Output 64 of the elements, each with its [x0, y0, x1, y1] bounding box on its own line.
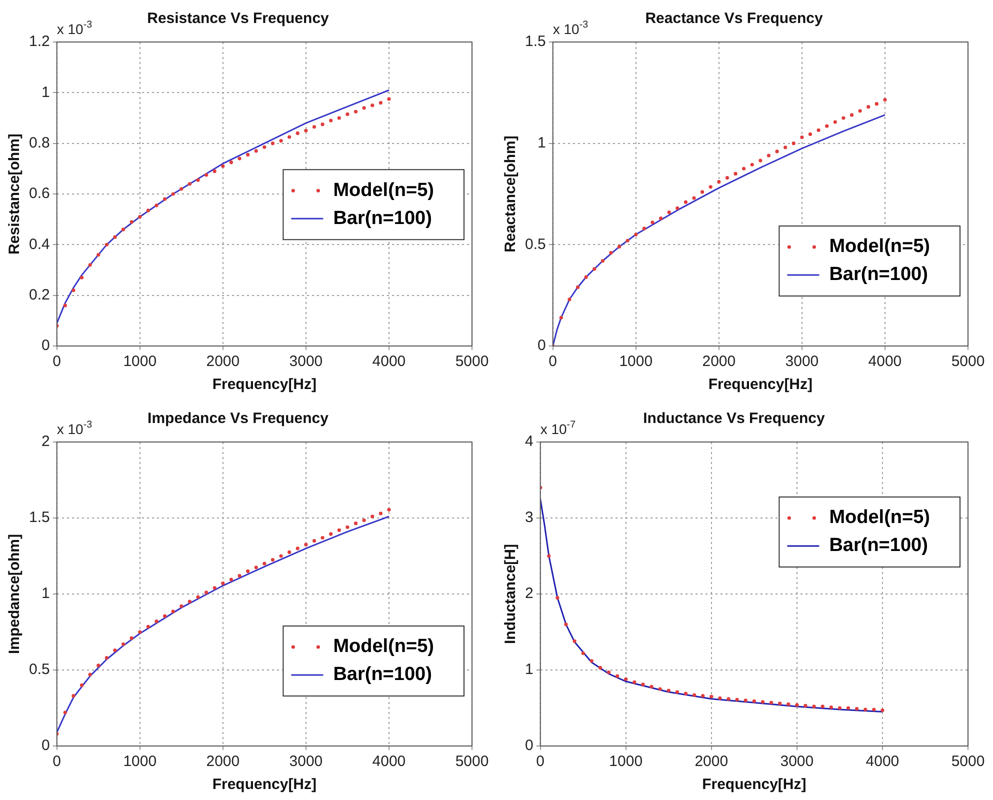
x-tick-label: 3000 — [785, 353, 819, 370]
x-tick-label: 5000 — [951, 753, 985, 770]
legend-label: Model(n=5) — [829, 507, 930, 528]
x-tick-label: 2000 — [702, 353, 736, 370]
x-axis-title: Frequency[Hz] — [212, 776, 317, 794]
x-axis-title: Frequency[Hz] — [702, 776, 806, 794]
y-tick-label: 1.2 — [28, 33, 50, 50]
y-tick-label: 0.5 — [524, 236, 546, 253]
x-tick-label: 0 — [52, 753, 62, 770]
legend-label: Bar(n=100) — [829, 264, 928, 286]
x-tick-label: 4000 — [372, 753, 406, 770]
x-tick-label: 2000 — [206, 353, 240, 370]
legend-label: Bar(n=100) — [829, 535, 928, 556]
x-tick-label: 4000 — [868, 353, 902, 370]
legend-label: Bar(n=100) — [333, 208, 432, 229]
y-tick-label: 0.8 — [28, 134, 50, 152]
y-tick-label: 1 — [525, 661, 534, 678]
y-axis-title: Resistance[ohm] — [6, 134, 24, 254]
y-tick-label: 0.2 — [28, 286, 50, 304]
y-tick-label: 2 — [42, 433, 50, 450]
y-tick-label: 1.5 — [524, 33, 546, 50]
y-tick-label: 0 — [42, 737, 50, 754]
x-tick-label: 5000 — [951, 353, 985, 370]
x-tick-label: 2000 — [694, 753, 728, 770]
y-axis-title: Reactance[ohm] — [502, 136, 520, 252]
x-tick-label: 2000 — [206, 753, 240, 770]
x-tick-label: 5000 — [455, 353, 489, 370]
y-tick-label: 4 — [525, 433, 534, 450]
y-tick-label: 1 — [538, 134, 546, 152]
y-tick-label: 1 — [42, 585, 50, 602]
x-tick-label: 1000 — [619, 353, 653, 370]
legend-label: Model(n=5) — [333, 180, 434, 201]
x-axis-title: Frequency[Hz] — [708, 376, 813, 394]
y-tick-label: 0 — [42, 337, 50, 354]
y-tick-label: 3 — [525, 509, 534, 526]
y-tick-label: 0.6 — [28, 185, 50, 202]
x-axis-title: Frequency[Hz] — [212, 376, 317, 394]
chart-title: Resistance Vs Frequency — [147, 10, 330, 28]
y-tick-label: 2 — [525, 585, 534, 602]
x-tick-label: 0 — [548, 353, 558, 370]
y-tick-label: 1.5 — [28, 509, 50, 526]
y-tick-label: 0.4 — [28, 236, 50, 253]
y-tick-label: 0 — [538, 337, 546, 354]
legend-label: Bar(n=100) — [333, 664, 432, 686]
x-tick-label: 1000 — [123, 753, 157, 770]
x-tick-label: 3000 — [289, 753, 323, 770]
legend-label: Model(n=5) — [333, 636, 434, 658]
x-tick-label: 1000 — [609, 753, 643, 770]
y-tick-label: 1 — [42, 84, 50, 101]
chart-title: Reactance Vs Frequency — [645, 10, 824, 28]
y-axis-title: Inductance[H] — [502, 544, 520, 644]
x-tick-label: 3000 — [289, 353, 323, 370]
chart-title: Inductance Vs Frequency — [643, 410, 826, 428]
x-tick-label: 0 — [52, 353, 62, 370]
y-axis-title: Impedance[ohm] — [6, 534, 24, 654]
x-tick-label: 3000 — [780, 753, 814, 770]
x-tick-label: 4000 — [866, 753, 900, 770]
legend-label: Model(n=5) — [829, 236, 930, 258]
chart-title: Impedance Vs Frequency — [148, 410, 330, 428]
x-tick-label: 5000 — [455, 753, 489, 770]
y-tick-label: 0.5 — [28, 661, 50, 678]
y-tick-label: 0 — [525, 737, 534, 754]
x-tick-label: 1000 — [123, 353, 157, 370]
x-tick-label: 4000 — [372, 353, 406, 370]
